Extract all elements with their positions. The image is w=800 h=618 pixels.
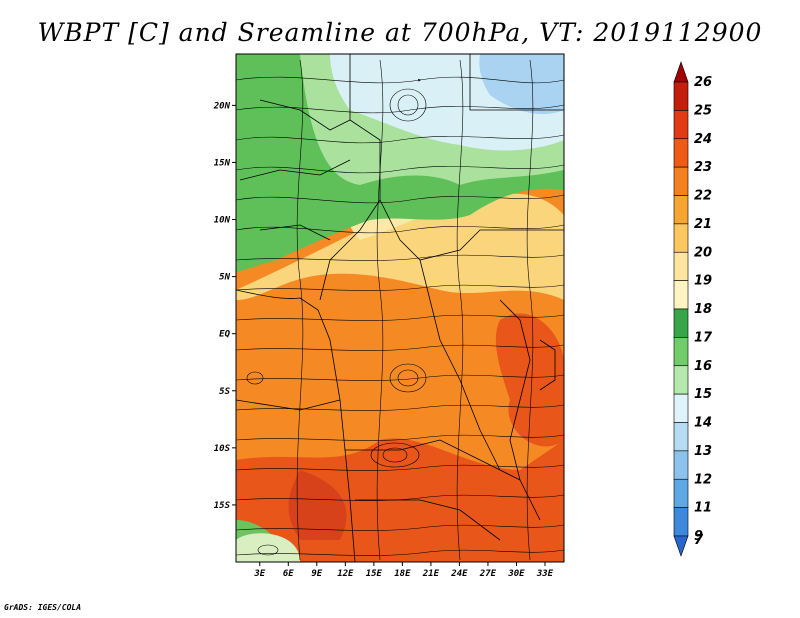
colorbar-label: 26 xyxy=(694,75,712,90)
footer-credit: GrADS: IGES/COLA xyxy=(4,603,82,612)
colorbar-segment xyxy=(673,393,689,423)
lon-tick-label: 3E xyxy=(253,569,265,579)
longitude-axis: 3E 6E 9E 12E 15E 18E 21E 24E 27E 30E 33E xyxy=(253,562,554,579)
wbpt-yellow-band xyxy=(236,193,564,300)
lon-tick-label: 9E xyxy=(311,569,322,579)
colorbar-label: 13 xyxy=(694,444,712,459)
colorbar-segment xyxy=(673,138,689,168)
colorbar-segment xyxy=(673,81,689,111)
colorbar-segment xyxy=(673,166,689,196)
wbpt-pale-southwest xyxy=(236,533,300,562)
colorbar-label: 17 xyxy=(694,330,713,345)
wbpt-cooler-northeast xyxy=(479,54,564,115)
colorbar-segment xyxy=(673,478,689,508)
colorbar-segment xyxy=(673,110,689,140)
lon-tick-label: 27E xyxy=(479,569,497,579)
colorbar-label: 15 xyxy=(694,387,712,402)
colorbar-segment xyxy=(673,308,689,338)
colorbar-label: 16 xyxy=(694,359,712,374)
colorbar-label: 22 xyxy=(694,189,712,204)
colorbar-segment xyxy=(673,223,689,253)
lat-tick-label: 5S xyxy=(219,387,230,397)
lon-tick-label: 24E xyxy=(450,569,468,579)
vortices xyxy=(246,88,427,556)
lat-tick-label: EQ xyxy=(219,330,230,340)
lon-tick-label: 18E xyxy=(394,569,411,579)
lat-tick-label: 15S xyxy=(214,501,231,511)
lon-tick-label: 6E xyxy=(283,569,294,579)
lon-tick-label: 12E xyxy=(337,569,354,579)
colorbar-segment xyxy=(673,365,689,395)
map-panel xyxy=(236,54,564,562)
colorbar-segment xyxy=(673,535,689,557)
country-borders xyxy=(236,54,564,562)
colorbar-segment xyxy=(673,251,689,281)
lat-tick-label: 5N xyxy=(219,273,230,283)
colorbar-label: 18 xyxy=(694,302,712,317)
streamlines xyxy=(236,59,564,561)
lat-tick-label: 20N xyxy=(213,101,231,111)
colorbar-segment xyxy=(673,422,689,452)
lon-tick-label: 33E xyxy=(536,569,554,579)
colorbar-segment xyxy=(673,61,689,83)
colorbar-label: 23 xyxy=(694,160,712,175)
chart-title: WBPT [C] and Sreamline at 700hPa, VT: 20… xyxy=(37,18,763,47)
lon-tick-label: 15E xyxy=(366,569,383,579)
colorbar-label: 19 xyxy=(694,274,712,289)
colorbar-label: 7 xyxy=(694,533,704,548)
colorbar-label: 9 xyxy=(694,529,703,544)
colorbar-segment xyxy=(673,337,689,367)
colorbar-label: 12 xyxy=(694,472,712,487)
wbpt-hot-core xyxy=(288,470,347,540)
lat-tick-label: 10N xyxy=(214,216,231,226)
colorbar-label: 20 xyxy=(694,245,712,260)
colorbar-label: 25 xyxy=(694,103,712,118)
lon-tick-label: 21E xyxy=(422,569,440,579)
colorbar-segment xyxy=(673,195,689,225)
colorbar-segment xyxy=(673,280,689,310)
colorbar-label: 14 xyxy=(694,416,712,431)
colorbar-label: 11 xyxy=(694,501,712,516)
map-frame xyxy=(235,53,565,563)
lat-tick-label: 10S xyxy=(214,444,231,454)
colorbar-segment xyxy=(673,507,689,537)
colorbar-label: 24 xyxy=(694,132,712,147)
latitude-axis: 20N 15N 10N 5N EQ 5S 10S 15S xyxy=(213,101,236,511)
lat-tick-label: 15N xyxy=(214,158,231,168)
lon-tick-label: 30E xyxy=(507,569,525,579)
colorbar: 26 25 24 23 22 21 20 19 18 17 16 15 14 13 12 11 97 xyxy=(673,61,713,557)
colorbar-label: 21 xyxy=(694,217,712,232)
colorbar-segment xyxy=(673,450,689,480)
